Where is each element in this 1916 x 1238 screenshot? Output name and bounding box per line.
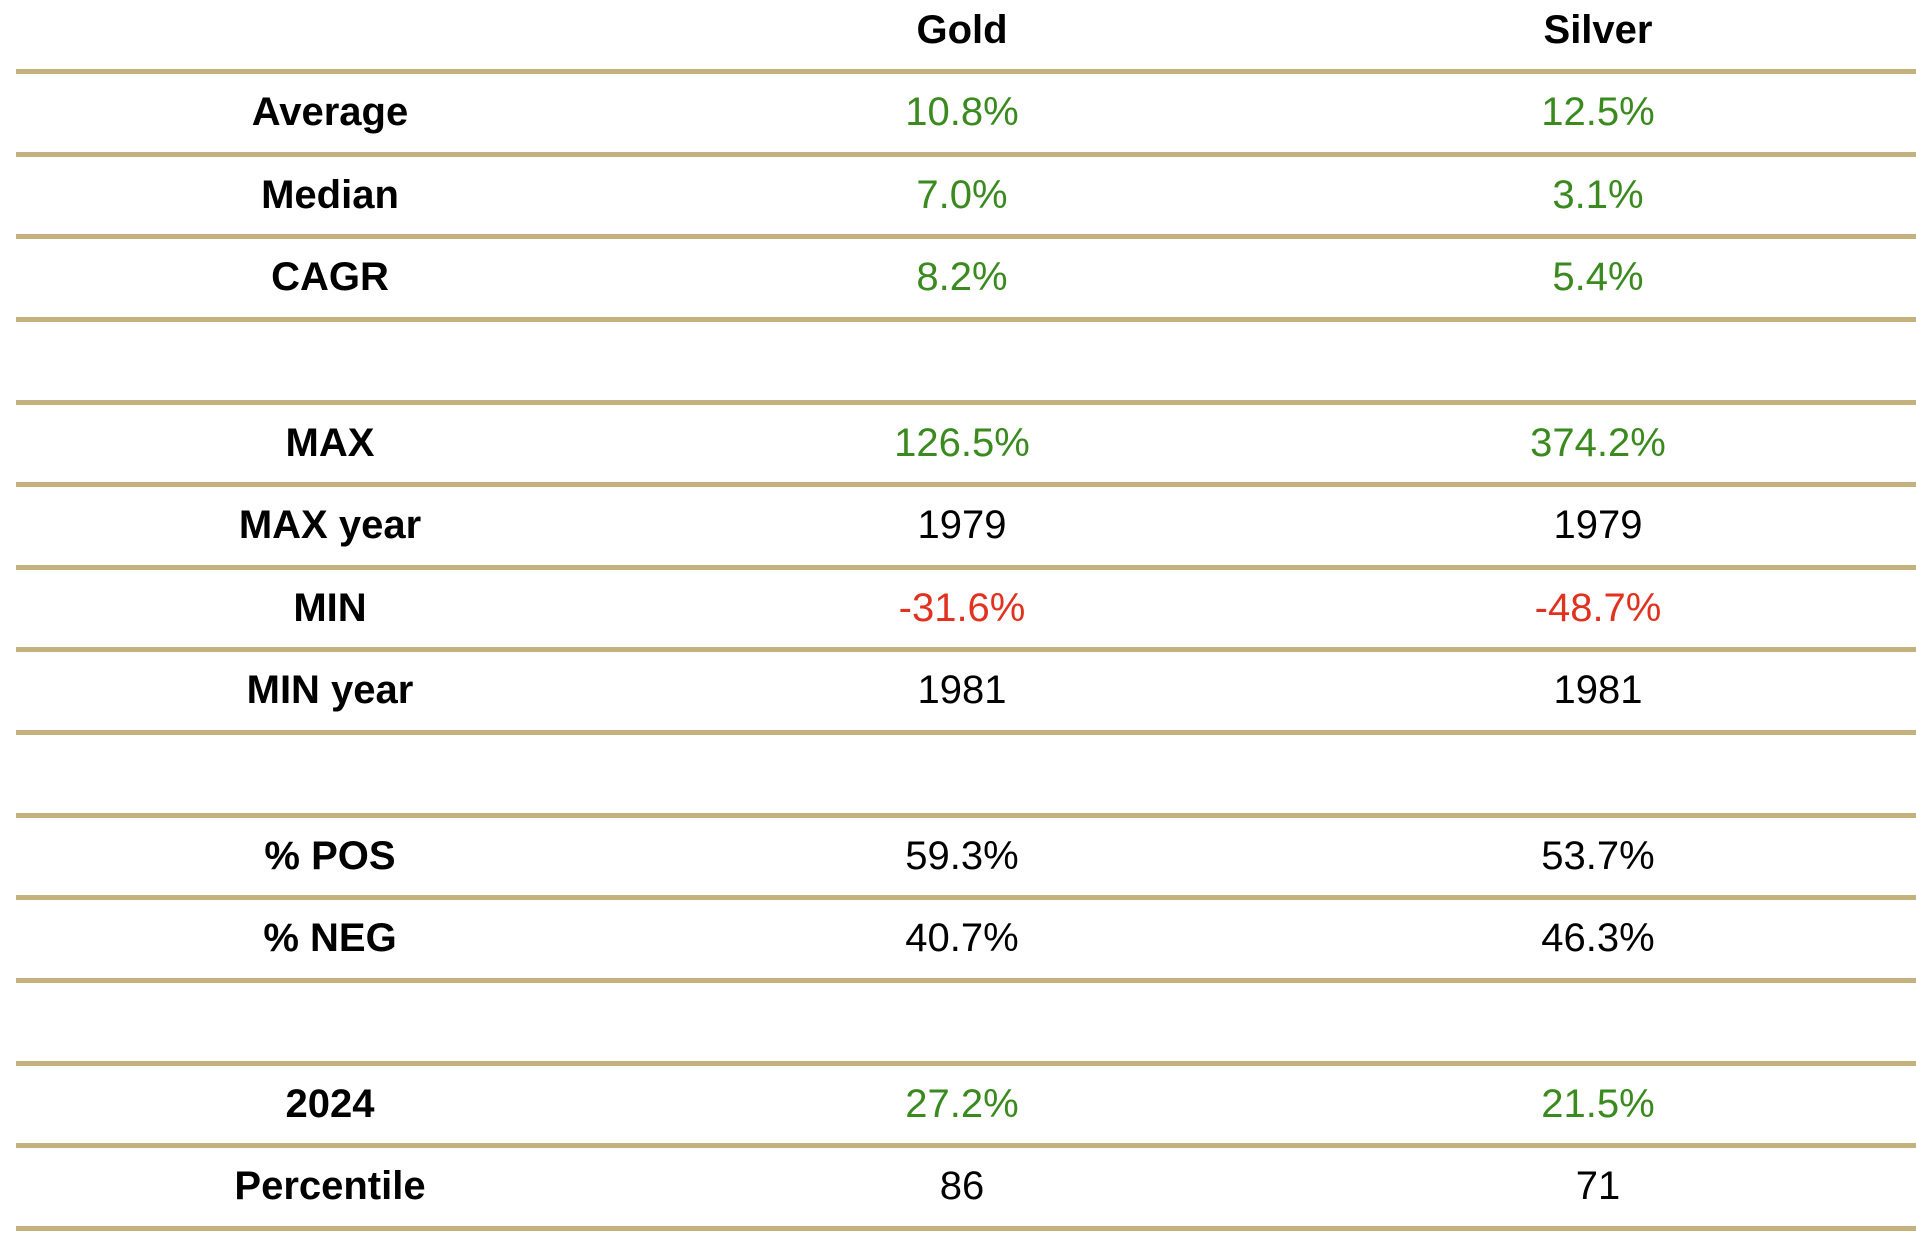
cell-min-silver: -48.7%	[1534, 585, 1662, 630]
cell-average-gold: 10.8%	[905, 90, 1019, 135]
row-rule	[16, 895, 1916, 900]
cell-2024-gold: 27.2%	[905, 1081, 1019, 1126]
row-label-neg: % NEG	[263, 916, 397, 961]
group-rule-2	[16, 812, 1916, 818]
cell-max-year-silver: 1979	[1553, 503, 1643, 548]
row-label-min-year: MIN year	[246, 668, 414, 713]
cell-pos-gold: 59.3%	[905, 833, 1019, 878]
cell-cagr-silver: 5.4%	[1552, 255, 1644, 300]
cell-max-gold: 126.5%	[894, 420, 1030, 465]
cell-median-silver: 3.1%	[1552, 172, 1644, 217]
row-rule	[16, 564, 1916, 570]
cell-max-year-gold: 1979	[917, 503, 1007, 548]
cell-median-gold: 7.0%	[916, 172, 1008, 217]
column-header-silver: Silver	[1543, 8, 1653, 52]
row-rule	[16, 729, 1916, 735]
cell-min-gold: -31.6%	[898, 585, 1026, 630]
header-rule	[16, 69, 1916, 74]
column-header-gold: Gold	[916, 8, 1008, 52]
row-rule	[16, 234, 1916, 239]
cell-neg-gold: 40.7%	[905, 916, 1019, 961]
group-rule-1	[16, 399, 1916, 405]
cell-pos-silver: 53.7%	[1541, 833, 1655, 878]
row-rule	[16, 1143, 1916, 1148]
row-label-max-year: MAX year	[238, 503, 422, 548]
row-rule	[16, 316, 1916, 322]
cell-percentile-silver: 71	[1575, 1164, 1621, 1209]
cell-min-year-gold: 1981	[917, 668, 1007, 713]
row-rule	[16, 977, 1916, 983]
row-rule	[16, 1225, 1916, 1231]
row-label-percentile: Percentile	[234, 1164, 426, 1209]
row-rule	[16, 647, 1916, 652]
row-label-min: MIN	[293, 585, 367, 630]
row-label-2024: 2024	[285, 1081, 375, 1126]
row-label-pos: % POS	[264, 833, 396, 878]
cell-average-silver: 12.5%	[1541, 90, 1655, 135]
row-label-average: Average	[251, 90, 409, 135]
cell-cagr-gold: 8.2%	[916, 255, 1008, 300]
cell-max-silver: 374.2%	[1530, 420, 1666, 465]
cell-min-year-silver: 1981	[1553, 668, 1643, 713]
row-rule	[16, 151, 1916, 157]
row-label-median: Median	[261, 172, 399, 217]
cell-neg-silver: 46.3%	[1541, 916, 1655, 961]
group-rule-3	[16, 1060, 1916, 1066]
row-label-cagr: CAGR	[271, 255, 389, 300]
cell-percentile-gold: 86	[939, 1164, 985, 1209]
cell-2024-silver: 21.5%	[1541, 1081, 1655, 1126]
row-label-max: MAX	[285, 420, 375, 465]
row-rule	[16, 482, 1916, 487]
